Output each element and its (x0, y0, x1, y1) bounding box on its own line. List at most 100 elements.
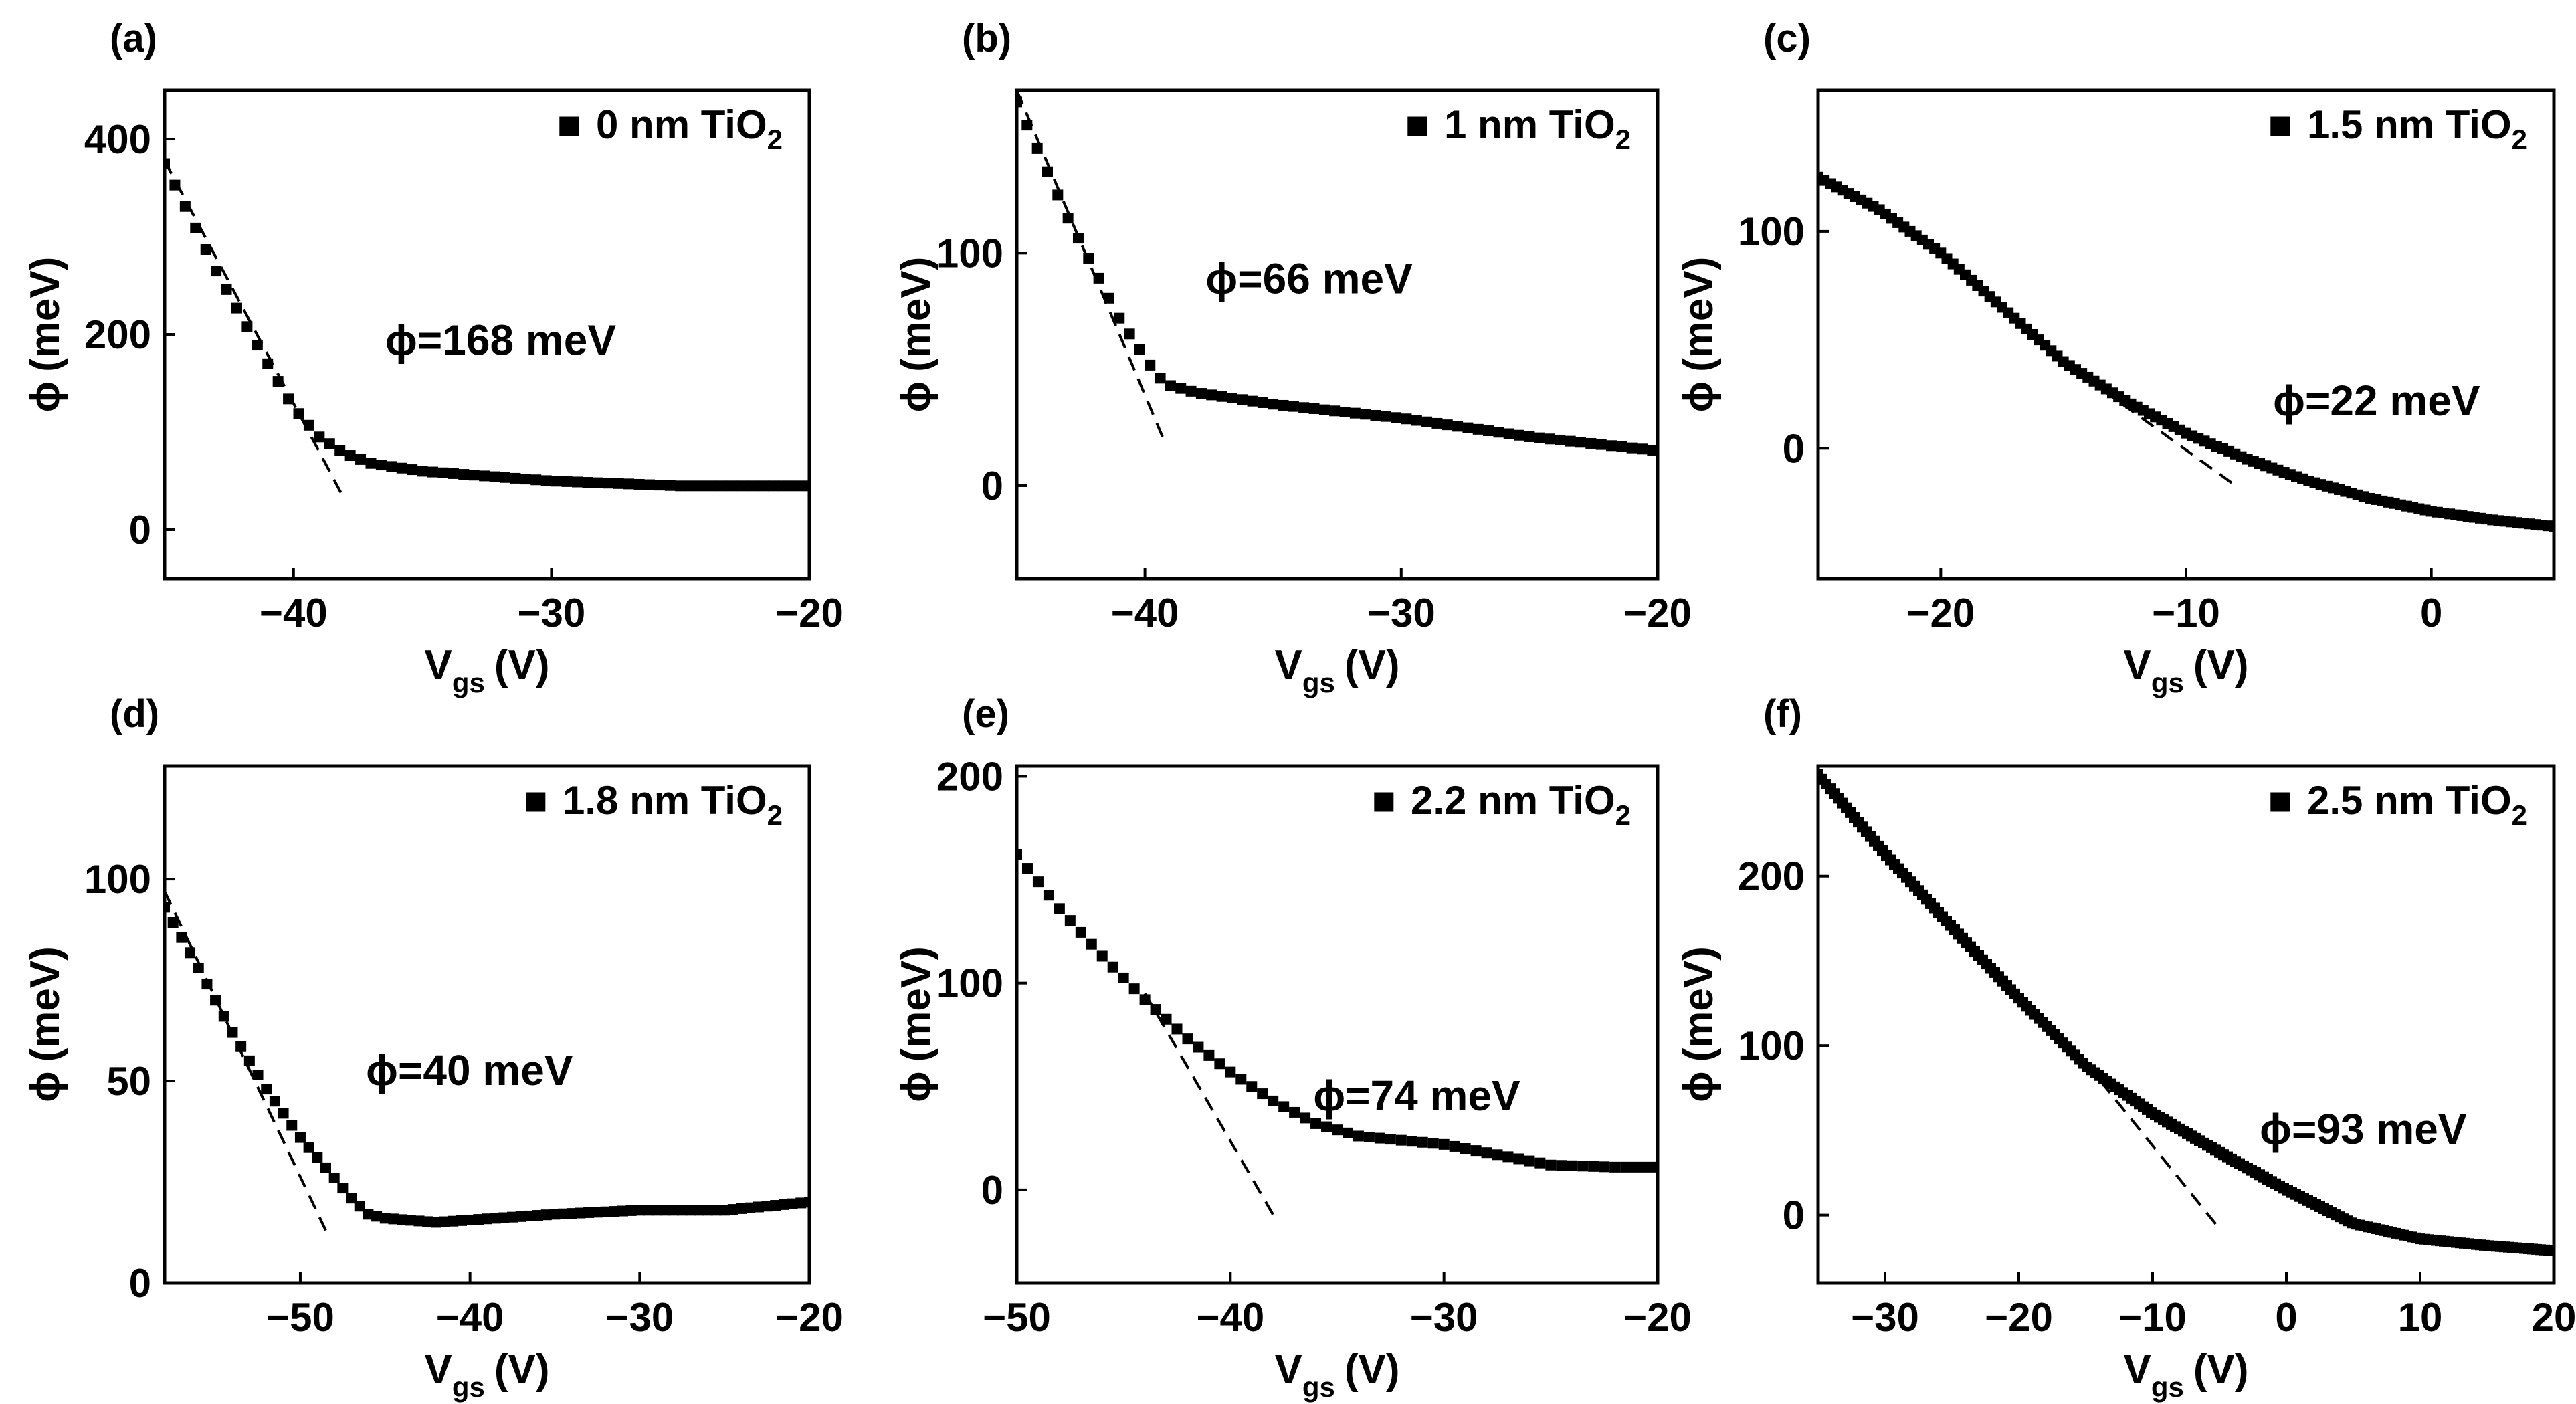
data-point (1128, 983, 1140, 995)
y-axis-label: ϕ (meV) (1676, 946, 1722, 1102)
data-point (1599, 1161, 1610, 1173)
data-point (753, 1201, 764, 1213)
data-point (324, 438, 335, 449)
fit-line (165, 160, 346, 502)
data-point (464, 1214, 476, 1225)
x-axis-label-unit: (V) (2193, 1346, 2249, 1393)
panel-d: (d) −50 −40 −30 −20 0 50 100 Vgs (V) ϕ (meV) ■ 1.8 nm… (22, 692, 844, 1403)
data-point (490, 1213, 501, 1224)
phi-annotation: ϕ=93 meV (2260, 1105, 2467, 1153)
y-tick-label: 0 (1783, 1193, 1805, 1238)
plot-frame (163, 764, 811, 1285)
data-point (422, 1216, 433, 1227)
x-tick-label: −20 (775, 591, 844, 635)
data-point (809, 480, 820, 491)
y-axis-label-unit: (meV) (1676, 257, 1722, 372)
data-point (386, 461, 397, 472)
y-axis-label: ϕ (meV) (893, 257, 939, 413)
data-point (1438, 1138, 1450, 1150)
data-point (1395, 1134, 1407, 1146)
data-point (716, 480, 727, 492)
x-axis-label: Vgs (V) (424, 642, 549, 698)
legend-subscript: 2 (2512, 799, 2527, 831)
data-point (363, 1209, 374, 1220)
data-point (1206, 389, 1217, 401)
data-point (2547, 1245, 2554, 1256)
data-point (479, 470, 490, 482)
x-axis-label-main: V (2123, 642, 2151, 688)
x-axis-label-unit: (V) (494, 1346, 550, 1393)
x-axis-label-unit: (V) (1345, 642, 1400, 688)
panel-e: (e) −50 −40 −30 −20 0 100 200 Vgs (V) ϕ (meV) ■ 2.2 n… (893, 692, 1692, 1403)
y-tick-label: 0 (129, 1261, 151, 1306)
data-point (1391, 412, 1402, 423)
data-point (294, 1132, 306, 1143)
x-axis-label: Vgs (V) (2123, 1346, 2248, 1403)
data-point (609, 1206, 620, 1217)
data-point (1534, 1157, 1546, 1169)
data-point (375, 460, 387, 471)
data-point (413, 1215, 425, 1227)
x-tick-label: −40 (436, 1295, 504, 1340)
data-point (726, 480, 738, 492)
panel-label: (d) (110, 692, 159, 736)
plot-frame (1015, 88, 1660, 581)
data-point (1460, 1143, 1471, 1155)
data-point (286, 1120, 298, 1131)
y-axis-label-unit: (meV) (893, 257, 939, 372)
data-point (1318, 404, 1330, 415)
data-point (747, 480, 759, 492)
data-point (1278, 399, 1289, 411)
x-tick-label: −30 (1851, 1295, 1919, 1340)
data-point (1134, 344, 1145, 355)
phi-annotation: ϕ=22 meV (2273, 377, 2480, 425)
x-axis-label-sub: gs (2151, 1371, 2184, 1403)
data-point (1321, 1121, 1332, 1132)
data-point (603, 478, 614, 489)
data-point (510, 472, 521, 484)
data-point (1380, 411, 1391, 422)
data-point (1575, 437, 1587, 448)
data-point (1171, 1023, 1183, 1035)
x-tick-label: −30 (518, 591, 586, 635)
plot-frame (1816, 764, 2556, 1285)
data-point (1631, 1161, 1642, 1173)
y-tick-label: 0 (981, 1168, 1003, 1213)
data-point (675, 480, 686, 492)
data-point (1427, 1138, 1439, 1149)
data-point (1493, 427, 1504, 438)
data-point (498, 1212, 510, 1223)
data-point (1470, 1145, 1482, 1157)
data-point (1182, 1033, 1193, 1045)
data-point (448, 1215, 459, 1227)
data-point (243, 1055, 255, 1066)
data-point (365, 458, 377, 469)
data-point (458, 469, 470, 480)
data-point (1062, 213, 1074, 224)
x-tick-label: −20 (1985, 1295, 2053, 1340)
data-point (583, 1207, 595, 1218)
data-point (200, 243, 211, 255)
y-tick-label: 100 (936, 961, 1003, 1006)
data-point (676, 1205, 688, 1216)
y-axis-label-unit: (meV) (1676, 946, 1722, 1062)
x-axis-label-sub: gs (2151, 667, 2184, 698)
data-point (736, 1203, 747, 1214)
legend-subscript: 2 (767, 124, 783, 155)
data-point (1298, 402, 1310, 413)
data-point (165, 902, 170, 913)
y-tick-label: 100 (1738, 209, 1805, 254)
data-point (312, 1152, 323, 1163)
data-point (745, 1202, 756, 1213)
data-point (1421, 416, 1433, 427)
data-point (654, 480, 666, 491)
legend-subscript: 2 (2512, 124, 2527, 155)
y-axis-label-phi: ϕ (22, 381, 68, 412)
y-axis-label-phi: ϕ (1676, 1071, 1722, 1102)
data-point (1017, 849, 1022, 860)
data-point (1556, 1160, 1567, 1171)
data-point (706, 480, 717, 492)
data-point (524, 1210, 535, 1221)
data-point (736, 480, 748, 492)
data-point (437, 467, 449, 478)
